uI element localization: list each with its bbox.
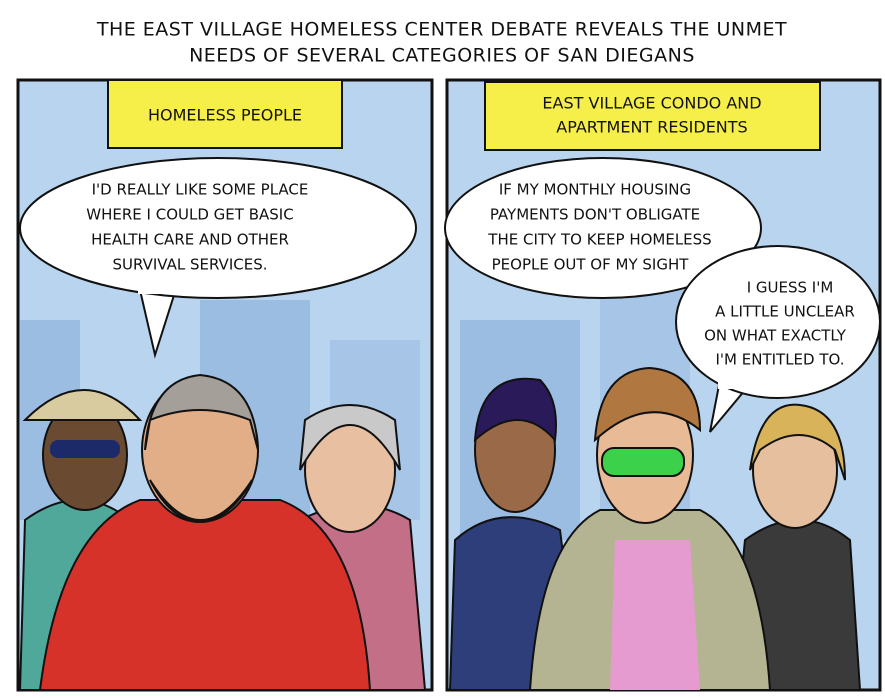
caption-text: EAST VILLAGE CONDO AND xyxy=(542,94,761,113)
speech-line: SURVIVAL SERVICES. xyxy=(112,256,267,274)
sunglasses xyxy=(602,448,684,476)
comic: THE EAST VILLAGE HOMELESS CENTER DEBATE … xyxy=(0,0,885,698)
speech-line: PAYMENTS DON'T OBLIGATE xyxy=(490,206,700,224)
speech-line: A LITTLE UNCLEAR xyxy=(715,303,855,321)
speech-line: I'D REALLY LIKE SOME PLACE xyxy=(92,181,309,199)
speech-line: PEOPLE OUT OF MY SIGHT xyxy=(492,256,690,274)
speech-bubble xyxy=(20,158,416,298)
caption-text: APARTMENT RESIDENTS xyxy=(556,118,747,137)
speech-line: IF MY MONTHLY HOUSING xyxy=(499,181,691,199)
speech-bubble xyxy=(676,246,880,398)
title-line: NEEDS OF SEVERAL CATEGORIES OF SAN DIEGA… xyxy=(189,45,695,67)
sunglasses xyxy=(50,440,120,458)
speech-line: WHERE I COULD GET BASIC xyxy=(86,206,293,224)
panel-left: HOMELESS PEOPLE I'D REALLY LIKE SOME PLA… xyxy=(18,80,432,690)
caption-box xyxy=(485,82,820,150)
caption-text: HOMELESS PEOPLE xyxy=(148,106,302,125)
title-line: THE EAST VILLAGE HOMELESS CENTER DEBATE … xyxy=(96,19,787,41)
speech-line: ON WHAT EXACTLY xyxy=(704,327,847,345)
shirt xyxy=(610,540,700,690)
speech-line: HEALTH CARE AND OTHER xyxy=(91,231,289,249)
speech-line: I GUESS I'M xyxy=(747,279,834,297)
tail-join xyxy=(718,375,748,389)
tail-join xyxy=(138,280,178,294)
speech-line: THE CITY TO KEEP HOMELESS xyxy=(487,231,711,249)
panel-right: EAST VILLAGE CONDO AND APARTMENT RESIDEN… xyxy=(445,80,880,690)
speech-line: I'M ENTITLED TO. xyxy=(716,351,845,369)
